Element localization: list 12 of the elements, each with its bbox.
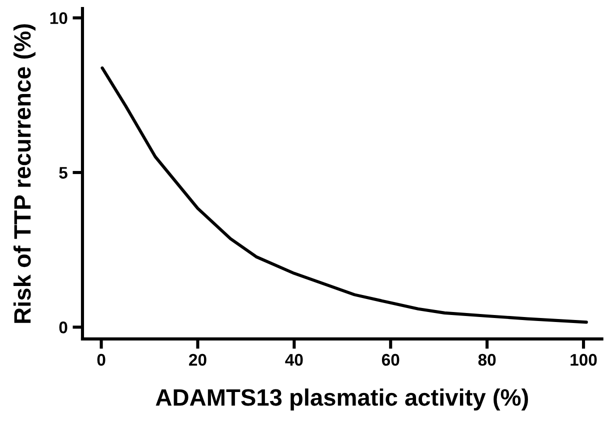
x-tick-label: 0 [97,354,106,366]
line-series [100,66,588,324]
x-tick-label: 20 [189,354,206,366]
y-tick-label: 0 [59,322,68,334]
x-tick-label: 60 [382,354,400,366]
x-tick-label: 40 [285,354,303,366]
y-tick-label: 5 [59,167,68,179]
y-tick-label: 10 [50,12,68,24]
x-axis-title: ADAMTS13 plasmatic activity (%) [156,388,528,410]
y-axis-title: Risk of TTP recurrence (%) [13,24,36,323]
x-tick-label: 80 [478,354,496,366]
x-tick-label: 100 [570,354,597,366]
